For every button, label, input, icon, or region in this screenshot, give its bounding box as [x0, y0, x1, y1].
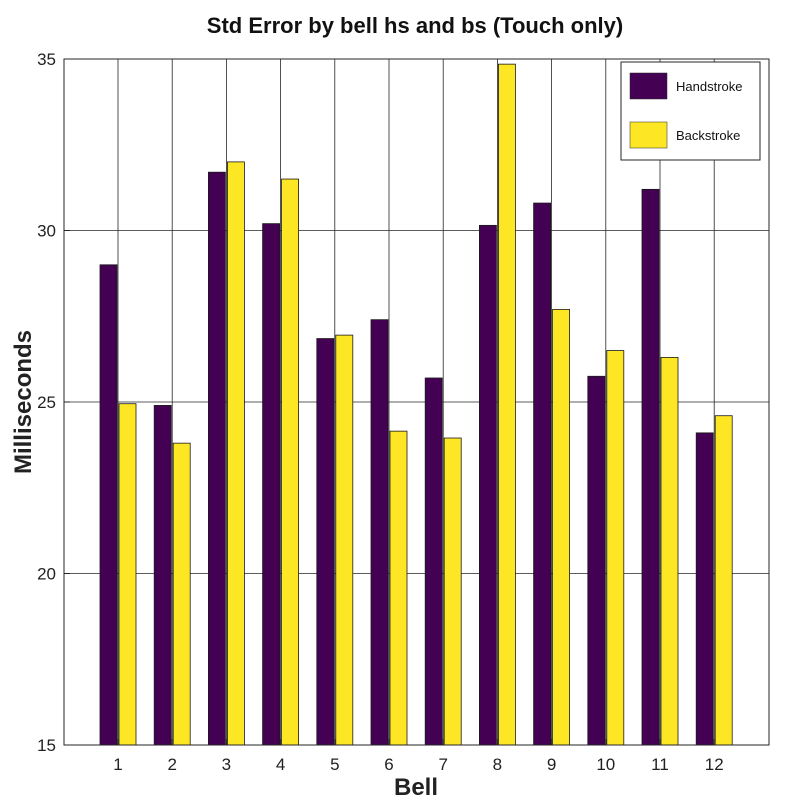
x-tick-label: 7 [438, 755, 447, 774]
y-tick-label: 35 [37, 50, 56, 69]
bar-handstroke-9 [533, 202, 551, 746]
legend-label-backstroke: Backstroke [676, 128, 740, 143]
x-tick-label: 11 [651, 755, 669, 774]
x-tick-label: 9 [547, 755, 556, 774]
grid-lines [64, 58, 769, 746]
bar-backstroke-5 [335, 334, 354, 746]
chart-title: Std Error by bell hs and bs (Touch only) [207, 13, 623, 38]
bar-backstroke-3 [226, 161, 245, 746]
bar-backstroke-11 [660, 357, 679, 746]
bar-handstroke-11 [641, 188, 660, 746]
x-tick-label: 10 [596, 755, 615, 774]
bar-backstroke-6 [389, 430, 408, 746]
y-tick-label: 20 [37, 565, 56, 584]
bar-handstroke-6 [370, 319, 389, 746]
bar-handstroke-5 [316, 338, 335, 746]
x-tick-label: 2 [167, 755, 176, 774]
bar-handstroke-10 [587, 375, 606, 746]
x-tick-label: 3 [222, 755, 231, 774]
bar-handstroke-12 [695, 432, 714, 746]
legend: Handstroke Backstroke [620, 61, 761, 161]
bar-backstroke-10 [606, 350, 625, 746]
bar-backstroke-12 [714, 415, 733, 746]
bar-handstroke-7 [424, 377, 443, 746]
bar-backstroke-4 [281, 178, 300, 746]
x-tick-label: 5 [330, 755, 339, 774]
legend-label-handstroke: Handstroke [676, 79, 742, 94]
bar-handstroke-1 [99, 264, 118, 746]
y-tick-label: 25 [37, 393, 56, 412]
bar-backstroke-9 [552, 308, 570, 746]
bar-handstroke-4 [262, 223, 281, 746]
bar-handstroke-3 [207, 171, 226, 746]
x-tick-label: 8 [493, 755, 502, 774]
bar-backstroke-2 [172, 442, 191, 746]
y-axis-label: Milliseconds [10, 330, 37, 474]
bar-backstroke-1 [118, 403, 137, 746]
x-tick-label: 6 [384, 755, 393, 774]
x-tick-label: 1 [113, 755, 122, 774]
bar-backstroke-8 [497, 63, 516, 746]
bar-handstroke-2 [153, 405, 172, 746]
legend-swatch-handstroke [629, 72, 668, 100]
y-tick-label: 30 [37, 222, 56, 241]
bar-backstroke-7 [443, 437, 462, 746]
x-axis-label: Bell [394, 774, 438, 800]
y-tick-label: 15 [37, 736, 56, 755]
x-tick-label: 4 [276, 755, 285, 774]
x-tick-label: 12 [705, 755, 724, 774]
legend-swatch-backstroke [629, 121, 668, 149]
bar-handstroke-8 [478, 224, 497, 746]
